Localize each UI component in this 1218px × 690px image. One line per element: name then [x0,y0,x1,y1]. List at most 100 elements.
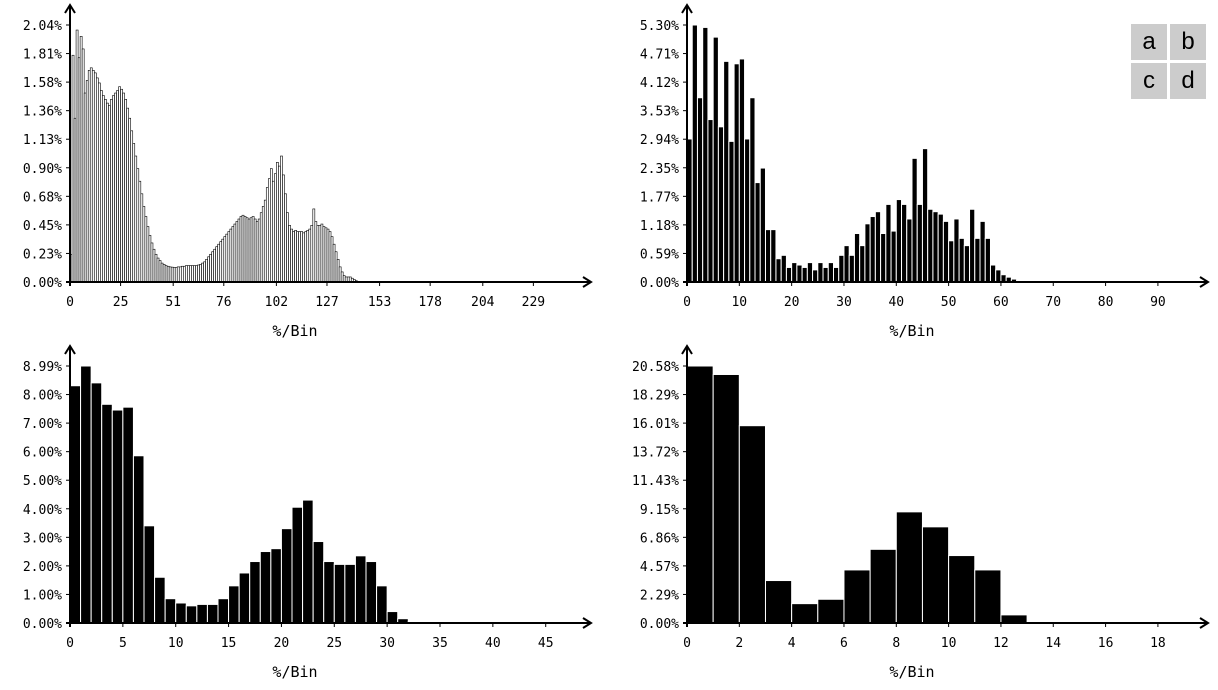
bar [229,228,233,283]
bar [324,227,328,283]
bar [995,269,1002,283]
y-tick-label: 4.00% [23,503,62,518]
bar [801,266,808,283]
bar [108,105,111,283]
bar [207,256,210,283]
bar [717,126,725,283]
bar [249,217,253,283]
bar [282,174,285,283]
bar [199,264,202,283]
bar [853,233,861,283]
y-tick-label: 4.57% [640,560,679,575]
y-tick-label: 3.00% [23,531,62,546]
bar [75,29,79,283]
bar [280,528,293,624]
x-tick-label: 35 [432,636,448,651]
bar [806,262,814,283]
bar [126,107,129,283]
y-tick-label: 1.18% [640,219,679,234]
bar [146,226,150,283]
bar [176,266,180,283]
bar [259,212,263,283]
bar [140,193,144,283]
bar [136,168,140,283]
y-tick-label: 13.72% [632,446,679,461]
bar [217,598,230,624]
x-tick-label: 127 [315,295,338,310]
bar [164,265,168,283]
bar [114,92,117,283]
bar [874,211,882,283]
bar [150,242,154,283]
bar [71,54,75,283]
bar [180,265,184,283]
x-tick-label: 51 [165,295,181,310]
y-tick-label: 2.35% [640,162,679,177]
y-tick-label: 0.90% [23,162,62,177]
bar [172,267,176,283]
bar [728,140,735,283]
bar [209,253,212,283]
bar [291,506,304,624]
bar [702,26,709,283]
y-tick-label: 0.59% [640,247,679,262]
x-tick-label: 14 [1045,636,1061,651]
bar [120,88,123,283]
y-tick-label: 4.12% [640,76,679,91]
bar [927,208,934,283]
bar [106,102,109,283]
x-tick-label: 60 [993,295,1009,310]
bar [276,162,279,283]
bar [744,138,751,283]
y-tick-label: 2.94% [640,133,679,148]
x-tick-label: 229 [522,295,545,310]
bar [213,248,216,283]
x-tick-label: 40 [485,636,501,651]
bar [111,409,124,624]
bar [916,203,923,283]
bar [274,173,277,283]
bars-a [69,29,575,283]
y-tick-label: 0.00% [640,617,679,632]
bar [100,90,103,283]
bar [196,603,208,624]
bar [116,90,119,283]
x-axis-arrow [582,276,593,288]
bar [245,217,249,283]
bar [110,99,113,283]
bars-d [686,365,1211,624]
bar [272,180,275,283]
x-tick-label: 25 [113,295,129,310]
bar [278,165,281,283]
x-axis-label: %/Bin [272,663,317,681]
y-tick-label: 16.01% [632,417,679,432]
bar [263,199,267,283]
bar [96,77,99,283]
bar [791,262,798,283]
bar [953,218,960,283]
bar [890,230,897,283]
bar [280,155,283,283]
bar [312,541,325,624]
bar [156,257,160,283]
bar [73,117,77,283]
bar [238,572,251,624]
bar [102,95,105,283]
bar [869,216,876,283]
bar [79,36,83,283]
y-axis-arrow [64,3,76,14]
bar [112,95,115,283]
bar [124,99,127,283]
bar [261,206,265,283]
bar [340,271,344,283]
bar [235,221,239,283]
bar [338,266,342,283]
x-axis-label: %/Bin [889,663,934,681]
x-axis-label: %/Bin [272,322,317,340]
bar [749,97,756,283]
x-tick-label: 204 [471,295,495,310]
bar [869,548,897,624]
bar [228,585,240,624]
x-tick-label: 5 [119,636,127,651]
